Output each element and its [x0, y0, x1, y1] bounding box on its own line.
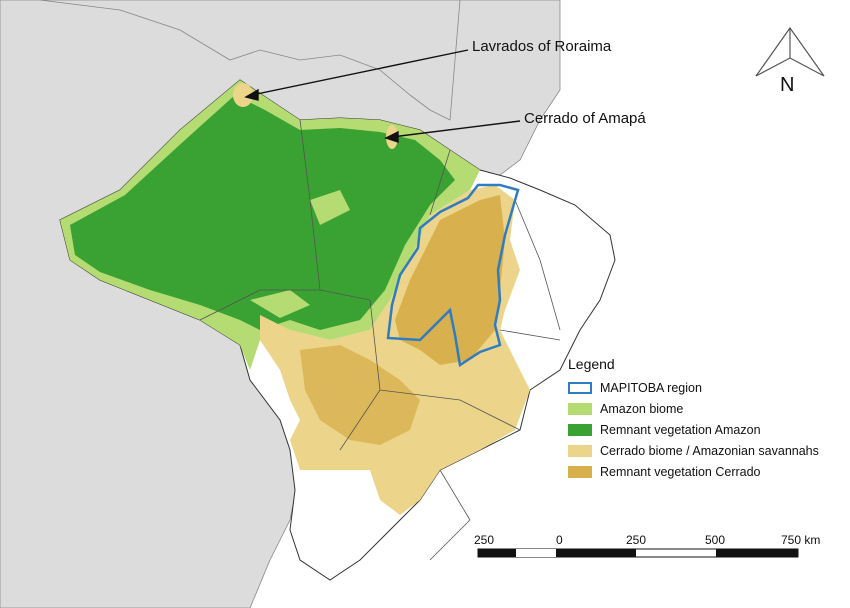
state-borders: [199, 119, 561, 561]
roraima-savanna-patch: [233, 83, 253, 107]
legend-label: MAPITOBA region: [600, 380, 702, 395]
legend-label: Remnant vegetation Amazon: [600, 422, 761, 437]
scale-label: 0: [556, 533, 563, 547]
legend-swatch: [568, 381, 592, 394]
callout-arrows: [244, 49, 521, 143]
legend-item-cerrado-remnant: Remnant vegetation Cerrado: [568, 462, 846, 481]
legend-label: Cerrado biome / Amazonian savannahs: [600, 443, 819, 458]
legend-item-cerrado-biome: Cerrado biome / Amazonian savannahs: [568, 441, 846, 460]
legend-swatch: [568, 465, 592, 478]
cerrado-remnant-area: [300, 345, 420, 445]
amazon-biome-patch: [310, 190, 350, 225]
callout-label-roraima: Lavrados of Roraima: [472, 38, 612, 55]
scale-label: 500: [705, 533, 726, 547]
cerrado-remnant-area: [395, 195, 505, 365]
scale-bar: [477, 548, 799, 558]
scale-label: 250: [474, 533, 495, 547]
mapitoba-region-outline: [386, 183, 520, 368]
callout-label-amapa: Cerrado of Amapá: [524, 110, 646, 127]
neighbour-countries: [39, 0, 461, 121]
legend-swatch: [568, 444, 592, 457]
legend-label: Remnant vegetation Cerrado: [600, 464, 761, 479]
legend-item-amazon-biome: Amazon biome: [568, 399, 846, 418]
north-arrow-label: N: [780, 74, 795, 96]
legend-item-amazon-remnant: Remnant vegetation Amazon: [568, 420, 846, 439]
legend-title: Legend: [568, 356, 615, 372]
legend-swatch: [568, 423, 592, 436]
legend-item-mapitoba: MAPITOBA region: [568, 378, 846, 397]
amazon-remnant-area: [70, 95, 455, 330]
legend-label: Amazon biome: [600, 401, 684, 416]
north-arrow-icon: [755, 26, 825, 77]
legend: Legend MAPITOBA region Amazon biome Remn…: [568, 356, 846, 483]
legend-swatch: [568, 402, 592, 415]
scale-label: 750 km: [781, 533, 821, 547]
amazon-biome-patch: [250, 290, 310, 318]
scale-label: 250: [626, 533, 647, 547]
